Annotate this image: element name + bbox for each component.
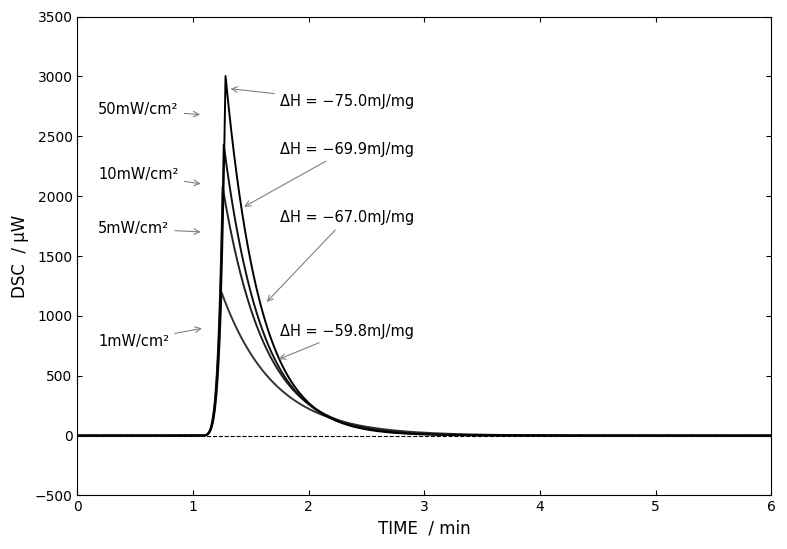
X-axis label: TIME  / min: TIME / min bbox=[378, 520, 471, 538]
Text: 1mW/cm²: 1mW/cm² bbox=[98, 327, 201, 349]
Y-axis label: DSC  / μW: DSC / μW bbox=[11, 215, 29, 298]
Text: ΔH = −67.0mJ/mg: ΔH = −67.0mJ/mg bbox=[268, 210, 414, 301]
Text: ΔH = −59.8mJ/mg: ΔH = −59.8mJ/mg bbox=[280, 324, 414, 359]
Text: 10mW/cm²: 10mW/cm² bbox=[98, 167, 200, 186]
Text: 5mW/cm²: 5mW/cm² bbox=[98, 221, 199, 236]
Text: 50mW/cm²: 50mW/cm² bbox=[98, 103, 199, 117]
Text: ΔH = −75.0mJ/mg: ΔH = −75.0mJ/mg bbox=[232, 87, 414, 109]
Text: ΔH = −69.9mJ/mg: ΔH = −69.9mJ/mg bbox=[246, 142, 414, 206]
